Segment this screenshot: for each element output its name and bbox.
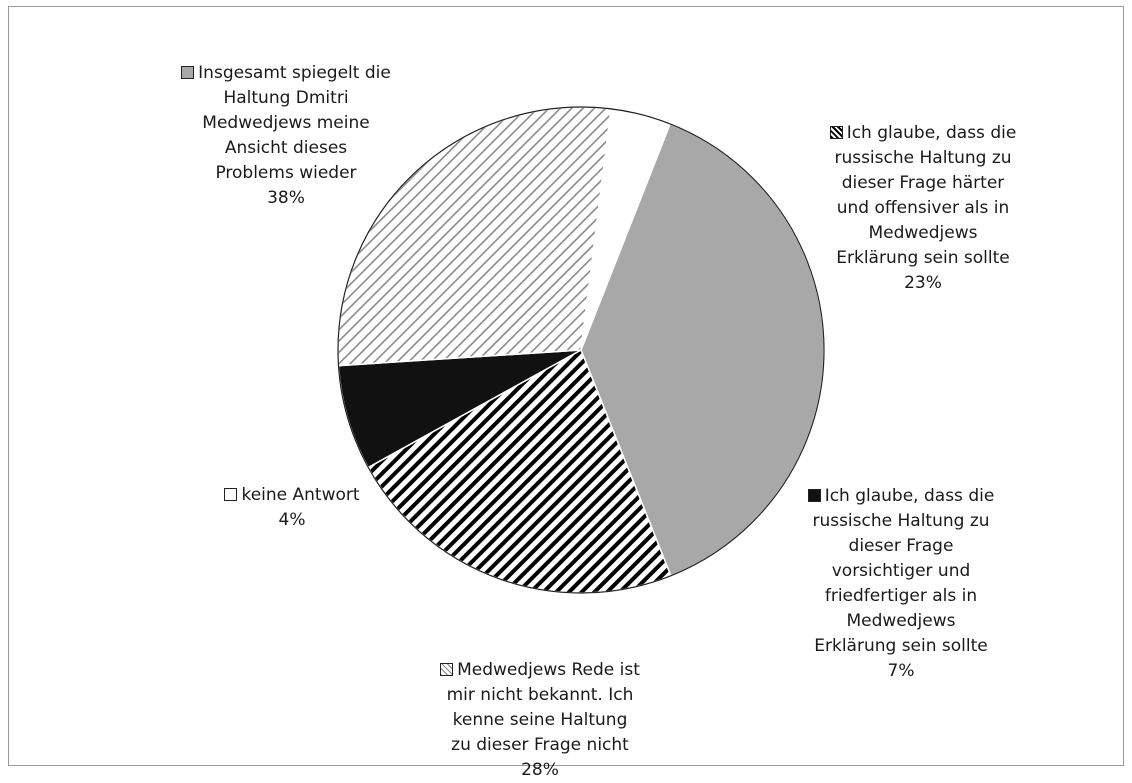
slice-label-agree-text: Insgesamt spiegelt die Haltung Dmitri Me… <box>198 63 391 208</box>
pie-slices <box>337 106 825 594</box>
slice-label-unknown: Medwedjews Rede ist mir nicht bekannt. I… <box>396 633 684 783</box>
pie-outline <box>337 106 825 594</box>
swatch-light-hatch-icon <box>440 663 454 676</box>
swatch-black-icon <box>807 489 821 502</box>
slice-label-harder: Ich glaube, dass die russische Haltung z… <box>784 96 1062 296</box>
swatch-gray-icon <box>181 66 195 79</box>
slice-label-no-answer: keine Antwort 4% <box>172 458 412 533</box>
pie-chart <box>337 106 825 594</box>
slice-label-agree: Insgesamt spiegelt die Haltung Dmitri Me… <box>146 36 426 211</box>
swatch-white-icon <box>224 488 238 501</box>
slice-label-softer: Ich glaube, dass die russische Haltung z… <box>762 459 1040 684</box>
slice-label-harder-text: Ich glaube, dass die russische Haltung z… <box>834 123 1017 293</box>
swatch-dense-hatch-icon <box>829 126 843 139</box>
slice-label-softer-text: Ich glaube, dass die russische Haltung z… <box>812 486 995 681</box>
slice-label-unknown-text: Medwedjews Rede ist mir nicht bekannt. I… <box>446 660 640 780</box>
slice-label-no-answer-text: keine Antwort 4% <box>241 485 360 530</box>
